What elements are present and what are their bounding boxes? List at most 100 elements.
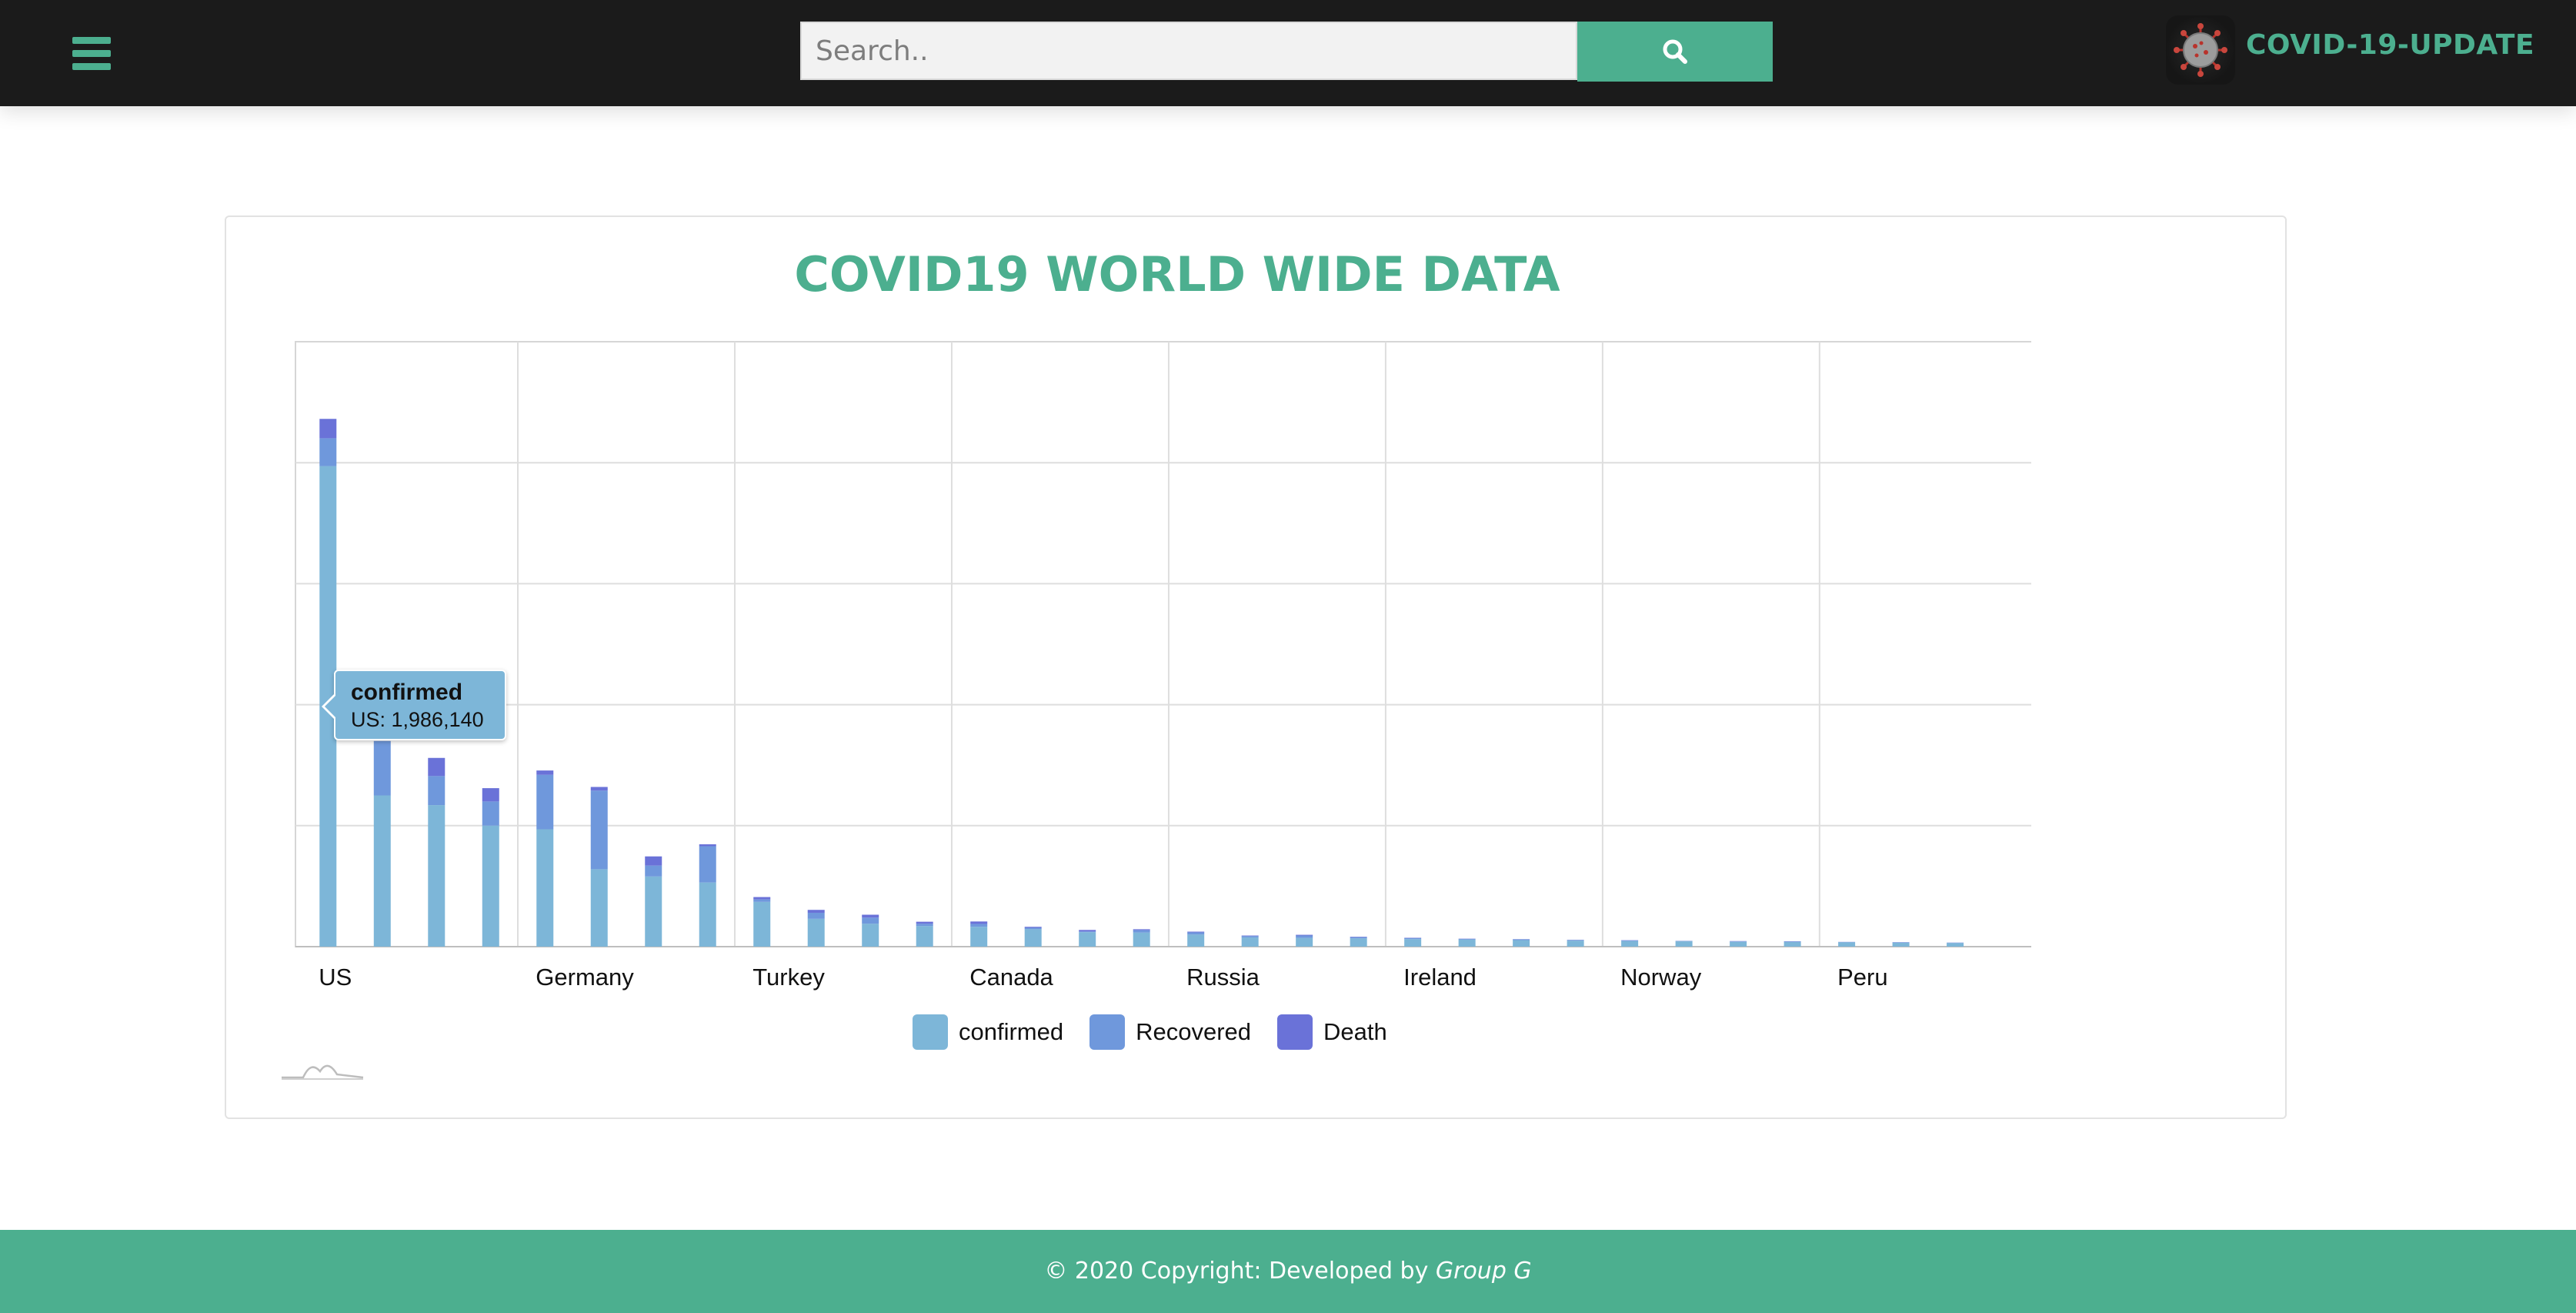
bar-segment-death[interactable] xyxy=(916,921,933,924)
bar-segment-confirmed[interactable] xyxy=(1675,941,1693,947)
bar-segment-recovered[interactable] xyxy=(1133,930,1150,933)
brand-name: COVID-19-UPDATE xyxy=(2246,29,2535,61)
bar-segment-death[interactable] xyxy=(590,787,608,791)
bar-segment-death[interactable] xyxy=(753,897,771,900)
bar-segment-recovered[interactable] xyxy=(1296,935,1313,938)
bar-segment-recovered[interactable] xyxy=(373,740,391,796)
bar-segment-confirmed[interactable] xyxy=(1567,940,1584,947)
legend-swatch xyxy=(1089,1014,1126,1050)
brand[interactable]: COVID-19-UPDATE xyxy=(2166,14,2551,88)
bar-segment-recovered[interactable] xyxy=(1079,931,1096,933)
bar-segment-confirmed[interactable] xyxy=(916,926,933,947)
bar-segment-death[interactable] xyxy=(1241,935,1259,937)
bar-segment-recovered[interactable] xyxy=(482,801,499,826)
bar-segment-death[interactable] xyxy=(536,770,554,775)
bar-segment-confirmed[interactable] xyxy=(970,927,988,947)
tooltip-series-name: confirmed xyxy=(351,680,463,705)
footer-author[interactable]: Group G xyxy=(1435,1258,1532,1285)
bar-segment-confirmed[interactable] xyxy=(590,869,608,947)
x-tick-label: US xyxy=(319,964,352,991)
search-input[interactable] xyxy=(800,22,1577,80)
bar-segment-recovered[interactable] xyxy=(1458,938,1476,940)
bar-segment-death[interactable] xyxy=(1296,934,1313,936)
bar-segment-confirmed[interactable] xyxy=(1187,934,1205,947)
bar-segment-death[interactable] xyxy=(428,757,445,777)
chart-wave-icon xyxy=(282,1064,364,1080)
bar-segment-recovered[interactable] xyxy=(1730,941,1747,942)
bar-segment-recovered[interactable] xyxy=(1404,937,1422,940)
bar-segment-confirmed[interactable] xyxy=(1241,937,1259,947)
bar-segment-recovered[interactable] xyxy=(1350,937,1367,939)
bar-segment-recovered[interactable] xyxy=(1187,932,1205,935)
bar-segment-recovered[interactable] xyxy=(645,865,662,877)
bar-segment-recovered[interactable] xyxy=(319,438,337,466)
bar-segment-confirmed[interactable] xyxy=(1296,937,1313,947)
bar-segment-recovered[interactable] xyxy=(536,774,554,830)
bar-segment-confirmed[interactable] xyxy=(862,924,879,947)
plot-area xyxy=(295,341,2031,947)
bar-segment-confirmed[interactable] xyxy=(1947,943,1964,947)
bar-segment-confirmed[interactable] xyxy=(1513,940,1530,947)
bar-segment-confirmed[interactable] xyxy=(753,901,771,947)
x-tick-label: Germany xyxy=(536,964,634,991)
bar-segment-recovered[interactable] xyxy=(590,790,608,870)
bar-segment-confirmed[interactable] xyxy=(1079,932,1096,947)
bar-segment-confirmed[interactable] xyxy=(1621,940,1639,947)
bar-segment-confirmed[interactable] xyxy=(1838,942,1856,947)
bar-segment-confirmed[interactable] xyxy=(1350,938,1367,947)
bar-segment-recovered[interactable] xyxy=(699,846,716,883)
search-button[interactable] xyxy=(1577,22,1773,82)
chart-tooltip: confirmed US: 1,986,140 xyxy=(322,670,506,740)
bar-segment-recovered[interactable] xyxy=(1621,940,1639,941)
bar-segment-death[interactable] xyxy=(699,844,716,847)
bar-segment-confirmed[interactable] xyxy=(1784,942,1801,947)
top-navbar: COVID-19-UPDATE xyxy=(0,0,2576,106)
bar-segment-confirmed[interactable] xyxy=(1730,941,1747,947)
bar-segment-confirmed[interactable] xyxy=(536,829,554,947)
bar-segment-recovered[interactable] xyxy=(1024,927,1042,930)
bar-segment-confirmed[interactable] xyxy=(1458,939,1476,947)
bar-segment-confirmed[interactable] xyxy=(645,876,662,947)
bar-segment-confirmed[interactable] xyxy=(1024,929,1042,947)
bar-segment-death[interactable] xyxy=(482,788,499,802)
bar-segment-recovered[interactable] xyxy=(753,899,771,902)
bar-segment-confirmed[interactable] xyxy=(482,825,499,947)
chart-title: COVID19 WORLD WIDE DATA xyxy=(794,246,1560,302)
bar-segment-death[interactable] xyxy=(645,856,662,866)
bar-segment-death[interactable] xyxy=(1079,930,1096,932)
footer-text: © 2020 Copyright: Developed by xyxy=(1044,1258,1429,1285)
bar-segment-recovered[interactable] xyxy=(1892,942,1910,943)
hamburger-menu-icon[interactable] xyxy=(72,37,111,71)
x-tick-label: Canada xyxy=(969,964,1053,991)
bar-segment-confirmed[interactable] xyxy=(1404,939,1422,947)
bar-segment-recovered[interactable] xyxy=(970,924,988,927)
bar-segment-recovered[interactable] xyxy=(916,924,933,927)
bar-segment-confirmed[interactable] xyxy=(807,918,825,947)
bar-segment-death[interactable] xyxy=(319,419,337,439)
bar-segment-confirmed[interactable] xyxy=(428,805,445,947)
bar-segment-recovered[interactable] xyxy=(1784,941,1801,943)
legend-label: confirmed xyxy=(959,1018,1064,1045)
bar-segment-death[interactable] xyxy=(970,921,988,924)
virus-logo-icon xyxy=(2166,15,2235,85)
bar-segment-confirmed[interactable] xyxy=(373,795,391,947)
bar-segment-death[interactable] xyxy=(1133,929,1150,930)
stacked-bar-chart: US Germany Turkey Canada Russia Ireland Norway… xyxy=(295,341,2031,991)
bar-segment-recovered[interactable] xyxy=(1241,936,1259,938)
bar-segment-death[interactable] xyxy=(862,914,879,918)
bar-segment-recovered[interactable] xyxy=(862,917,879,924)
legend-label: Recovered xyxy=(1136,1018,1252,1045)
bar-segment-recovered[interactable] xyxy=(807,912,825,919)
legend-item-recovered[interactable]: Recovered xyxy=(1089,1014,1251,1050)
legend-item-death[interactable]: Death xyxy=(1277,1014,1387,1050)
bar-segment-death[interactable] xyxy=(807,910,825,913)
bar-segment-confirmed[interactable] xyxy=(699,882,716,947)
footer-copyright: © 2020 Copyright: Developed by Group G xyxy=(0,1258,2576,1285)
x-tick-label: Russia xyxy=(1186,964,1260,991)
bar-segment-confirmed[interactable] xyxy=(1133,932,1150,947)
bar-segment-recovered[interactable] xyxy=(428,776,445,806)
bar-segment-death[interactable] xyxy=(1187,931,1205,933)
bar-segment-confirmed[interactable] xyxy=(1892,942,1910,947)
legend-swatch xyxy=(913,1014,948,1050)
legend-item-confirmed[interactable]: confirmed xyxy=(913,1014,1063,1050)
